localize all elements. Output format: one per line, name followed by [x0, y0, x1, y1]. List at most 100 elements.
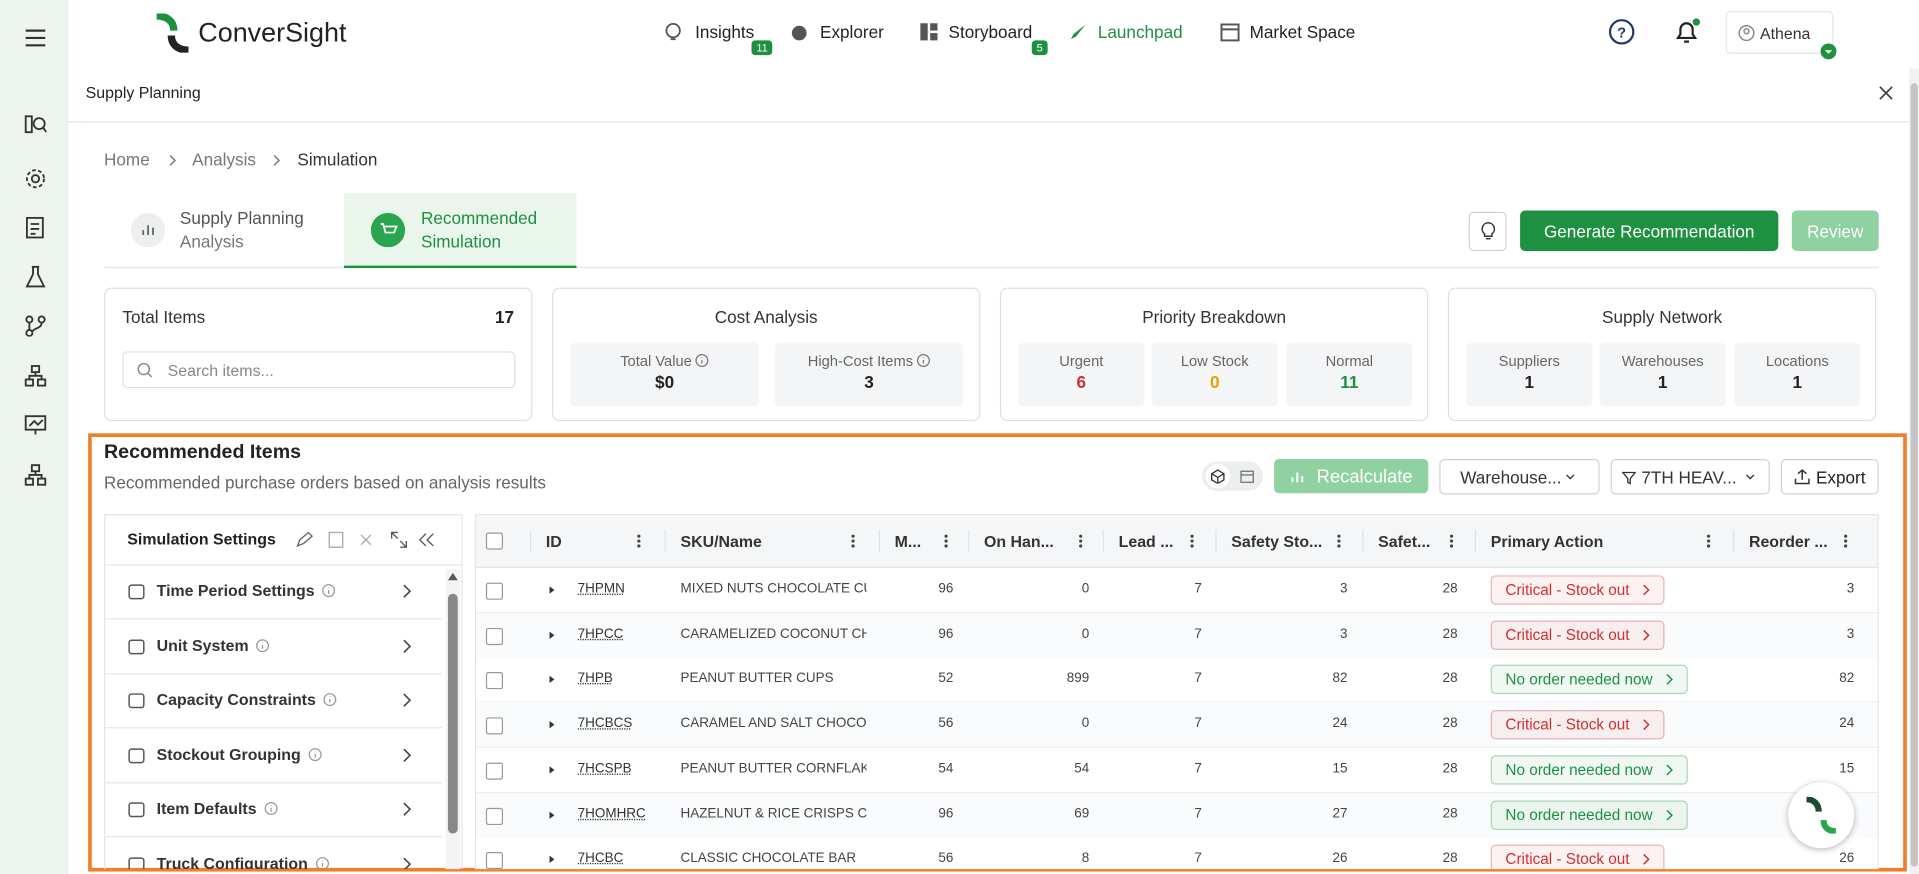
warehouse-filter[interactable]: Warehouse...: [1439, 459, 1600, 495]
scroll-thumb[interactable]: [1910, 83, 1918, 867]
view-toggle[interactable]: [1201, 461, 1264, 491]
notifications-button[interactable]: [1672, 17, 1701, 46]
chevron-icon: [403, 639, 412, 653]
row-checkbox[interactable]: [485, 852, 504, 870]
column-menu[interactable]: [636, 534, 641, 549]
nav-item-active[interactable]: Launchpad: [1097, 22, 1183, 42]
item-id[interactable]: 7HCBC: [577, 850, 624, 866]
column-header[interactable]: M...: [894, 532, 922, 551]
hierarchy-icon[interactable]: [24, 365, 47, 387]
action-pill[interactable]: Critical - Stock out: [1490, 844, 1666, 870]
stat-label: Locations: [1765, 352, 1829, 370]
pill-chevron: [1643, 584, 1651, 596]
scroll-thumb[interactable]: [447, 593, 458, 834]
settings-toolbar[interactable]: [296, 531, 443, 548]
action-pill[interactable]: No order needed now: [1490, 755, 1689, 785]
settings-item[interactable]: Stockout Grouping: [105, 728, 442, 783]
item-id[interactable]: 7HCBCS: [577, 716, 633, 731]
generate-button[interactable]: Generate Recommendation: [1520, 210, 1779, 251]
review-button[interactable]: Review: [1791, 210, 1879, 251]
presentation-icon[interactable]: [24, 414, 47, 436]
row-checkbox[interactable]: [485, 807, 504, 825]
action-pill[interactable]: Critical - Stock out: [1490, 620, 1666, 650]
tips-button[interactable]: [1468, 211, 1507, 251]
search-input[interactable]: Search items...: [122, 351, 516, 389]
row-checkbox[interactable]: [485, 627, 504, 645]
recalculate-button[interactable]: Recalculate: [1274, 459, 1429, 494]
tab[interactable]: Supply Planning Analysis: [104, 193, 344, 266]
page-scrollbar[interactable]: [1909, 68, 1919, 874]
column-header[interactable]: Safety Sto...: [1231, 532, 1323, 551]
settings-item[interactable]: Truck Configuration: [105, 837, 442, 870]
item-id[interactable]: 7HPCC: [577, 626, 624, 642]
column-menu[interactable]: [1190, 534, 1195, 549]
item-id[interactable]: 7HPMN: [577, 581, 625, 597]
nav-item[interactable]: Storyboard: [948, 22, 1033, 42]
help-button[interactable]: ?: [1608, 18, 1635, 45]
select-all-checkbox[interactable]: [485, 532, 504, 550]
expand-toggle[interactable]: [548, 675, 555, 685]
column-menu[interactable]: [1449, 534, 1454, 549]
total-items-card: Total Items 17 Search items...: [104, 287, 533, 422]
report-icon[interactable]: [24, 216, 46, 239]
column-header[interactable]: Safet...: [1378, 532, 1431, 551]
column-menu[interactable]: [1336, 534, 1341, 549]
expand-toggle[interactable]: [548, 630, 555, 640]
column-menu[interactable]: [1706, 534, 1711, 549]
action-pill[interactable]: Critical - Stock out: [1490, 575, 1666, 605]
settings-item[interactable]: Item Defaults: [105, 782, 442, 838]
branch-icon[interactable]: [24, 315, 46, 337]
menu-icon[interactable]: [24, 28, 46, 48]
row-checkbox[interactable]: [485, 717, 504, 735]
item-id[interactable]: 7HPB: [577, 671, 613, 686]
settings-item[interactable]: Unit System: [105, 619, 442, 674]
column-header[interactable]: Lead ...: [1118, 532, 1174, 551]
org-icon[interactable]: [24, 464, 47, 486]
column-menu[interactable]: [944, 534, 949, 549]
column-header[interactable]: Reorder ...: [1748, 532, 1828, 551]
scroll-up[interactable]: [447, 572, 459, 582]
lab-icon[interactable]: [24, 265, 46, 288]
settings-scrollbar[interactable]: [445, 569, 461, 870]
action-pill[interactable]: No order needed now: [1490, 799, 1689, 830]
expand-toggle[interactable]: [548, 720, 555, 730]
tab-active[interactable]: Recommended Simulation: [343, 193, 577, 269]
row-checkbox[interactable]: [485, 762, 504, 780]
chat-button[interactable]: [1788, 782, 1855, 849]
breadcrumb-link[interactable]: Analysis: [192, 149, 256, 169]
column-menu[interactable]: [1078, 534, 1083, 549]
nav-item[interactable]: Insights: [695, 22, 755, 42]
item-name: CARAMEL AND SALT CHOCO: [680, 716, 867, 731]
nav-item[interactable]: Market Space: [1249, 22, 1356, 42]
action-pill[interactable]: Critical - Stock out: [1490, 710, 1666, 740]
column-menu[interactable]: [1843, 534, 1848, 549]
logo-mark[interactable]: [152, 13, 194, 53]
location-filter[interactable]: 7TH HEAV...: [1610, 459, 1770, 495]
item-id[interactable]: 7HCSPB: [577, 761, 632, 776]
column-header[interactable]: ID: [545, 532, 562, 551]
expand-toggle[interactable]: [548, 585, 555, 595]
expand-toggle[interactable]: [548, 765, 555, 775]
breadcrumb-link[interactable]: Home: [104, 149, 150, 169]
column-header[interactable]: Primary Action: [1490, 532, 1604, 551]
column-header[interactable]: SKU/Name: [680, 532, 762, 551]
close-button[interactable]: [1879, 86, 1894, 101]
settings-icon: [128, 638, 145, 654]
insights-icon[interactable]: [24, 113, 47, 135]
row-checkbox[interactable]: [485, 582, 504, 600]
expand-toggle[interactable]: [548, 810, 555, 820]
logo-text[interactable]: ConverSight: [198, 17, 347, 48]
tab-subtitle: Simulation: [421, 231, 502, 251]
export-button[interactable]: Export: [1780, 459, 1879, 495]
column-header[interactable]: On Han...: [984, 532, 1054, 551]
nav-item[interactable]: Explorer: [820, 22, 884, 42]
settings-item[interactable]: Capacity Constraints: [105, 673, 442, 729]
column-menu[interactable]: [851, 534, 856, 549]
user-menu[interactable]: Athena: [1725, 11, 1837, 60]
row-checkbox[interactable]: [485, 672, 504, 690]
settings-icon[interactable]: [24, 168, 46, 190]
item-id[interactable]: 7HOMHRC: [577, 806, 646, 821]
expand-toggle[interactable]: [548, 855, 555, 865]
settings-item[interactable]: Time Period Settings: [105, 564, 442, 620]
action-pill[interactable]: No order needed now: [1490, 665, 1689, 695]
